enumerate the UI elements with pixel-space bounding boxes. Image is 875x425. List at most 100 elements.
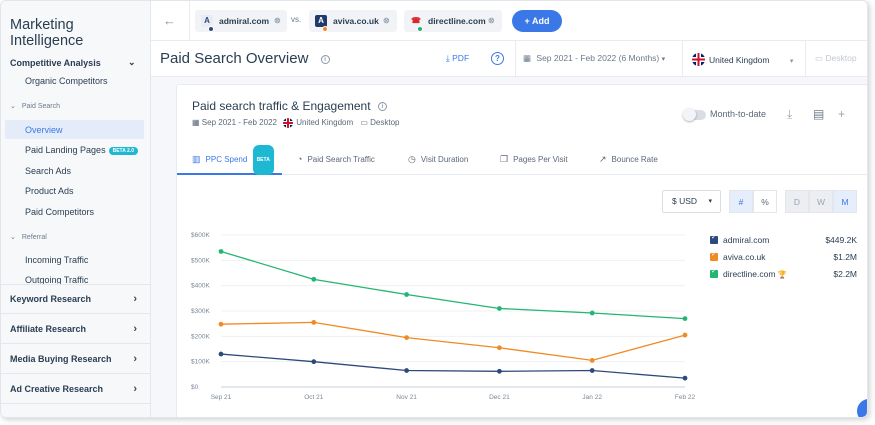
chat-launcher-button[interactable] xyxy=(857,399,867,417)
y-tick-label: $0 xyxy=(191,384,199,391)
sidebar-group-referral[interactable]: ⌄ Referral xyxy=(10,233,47,241)
count-toggle-button[interactable]: # xyxy=(729,190,753,213)
sidebar-item-organic-competitors[interactable]: Organic Competitors xyxy=(25,76,108,86)
data-point[interactable] xyxy=(404,292,409,297)
tab-ppc-spend[interactable]: ▥ PPC Spend BETA xyxy=(177,145,282,175)
legend-item-aviva[interactable]: aviva.co.uk xyxy=(710,250,766,262)
competitor-chip-directline[interactable]: ☎ directline.com ⊗ xyxy=(404,10,502,32)
legend-item-directline[interactable]: directline.com 🏆 xyxy=(710,267,788,279)
y-tick-label: $400K xyxy=(191,283,210,290)
beta-badge: BETA xyxy=(252,145,274,175)
trophy-icon: 🏆 xyxy=(777,270,788,279)
excel-icon[interactable]: ▤ xyxy=(813,107,825,121)
sidebar-item-paid-competitors[interactable]: Paid Competitors xyxy=(25,207,95,217)
remove-icon[interactable]: ⊗ xyxy=(488,16,495,25)
competitive-analysis-header[interactable]: Competitive Analysis ⌄ xyxy=(10,57,136,68)
data-point[interactable] xyxy=(404,335,409,340)
data-point[interactable] xyxy=(589,368,595,373)
plus-icon[interactable]: + xyxy=(838,107,846,121)
sidebar-item-product-ads[interactable]: Product Ads xyxy=(25,186,74,196)
tab-paid-search-traffic[interactable]: ◔ Paid Search Traffic xyxy=(297,145,375,175)
data-point[interactable] xyxy=(311,359,317,365)
data-point[interactable] xyxy=(497,368,502,374)
remove-icon[interactable]: ⊗ xyxy=(383,16,390,25)
data-point[interactable] xyxy=(218,351,224,357)
x-tick-label: Jan 22 xyxy=(582,394,602,401)
y-tick-label: $500K xyxy=(191,257,210,264)
month-to-date-toggle[interactable] xyxy=(683,108,706,121)
add-competitor-button[interactable]: + Add xyxy=(512,10,562,32)
pdf-button[interactable]: ⤓ PDF xyxy=(446,53,469,64)
data-point[interactable] xyxy=(682,332,688,338)
competitor-chip-aviva[interactable]: A aviva.co.uk ⊗ xyxy=(309,10,397,32)
tab-pages-per-visit[interactable]: ❐ Pages Per Visit xyxy=(500,145,568,175)
info-icon[interactable]: i xyxy=(320,54,330,64)
sidebar-item-paid-landing-pages[interactable]: Paid Landing Pages BETA 2.0 xyxy=(25,145,138,155)
divider xyxy=(682,41,683,77)
date-range-selector[interactable]: ▦ Sep 2021 - Feb 2022 (6 Months) ▾ xyxy=(523,53,665,64)
legend-item-admiral[interactable]: admiral.com xyxy=(710,233,770,245)
chart-bar-icon: ▥ xyxy=(192,154,201,164)
calendar-icon: ▦ xyxy=(523,53,532,63)
vs-label: vs. xyxy=(291,15,302,24)
active-item-highlight xyxy=(5,120,144,139)
data-point[interactable] xyxy=(218,249,224,254)
divider xyxy=(515,41,516,77)
data-point[interactable] xyxy=(589,358,595,363)
series-line-aviva-co-uk xyxy=(220,321,686,362)
back-arrow-icon[interactable]: ← xyxy=(163,13,176,28)
card-date: Sep 2021 - Feb 2022 xyxy=(201,118,277,127)
x-tick-label: Oct 21 xyxy=(304,394,324,401)
data-point[interactable] xyxy=(682,375,688,381)
section-label: Affiliate Research xyxy=(10,324,87,334)
sidebar-section-ad-creative-research[interactable]: Ad Creative Research › xyxy=(1,374,151,404)
sidebar-group-paid-search[interactable]: ⌄ Paid Search xyxy=(10,102,60,110)
info-icon[interactable]: i xyxy=(377,102,387,112)
data-point[interactable] xyxy=(497,306,502,311)
sidebar-section-media-buying-research[interactable]: Media Buying Research › xyxy=(1,344,151,374)
device-selector[interactable]: ▭ Desktop xyxy=(815,53,857,64)
data-point[interactable] xyxy=(682,316,688,321)
data-point[interactable] xyxy=(404,368,409,373)
sidebar-item-outgoing-traffic[interactable]: Outgoing Traffic xyxy=(25,275,89,284)
tab-visit-duration[interactable]: ◷ Visit Duration xyxy=(408,145,468,175)
card-title-wrap: Paid search traffic & Engagement i xyxy=(192,99,387,113)
granularity-day-button[interactable]: D xyxy=(785,190,809,213)
currency-select[interactable]: $ USD ▾ xyxy=(662,190,721,213)
data-point[interactable] xyxy=(589,310,595,316)
data-point[interactable] xyxy=(218,321,224,327)
competitive-analysis-label: Competitive Analysis xyxy=(10,58,101,68)
download-icon: ⤓ xyxy=(446,53,450,63)
pdf-label: PDF xyxy=(452,53,470,63)
data-point[interactable] xyxy=(311,276,317,282)
beta-badge: BETA 2.0 xyxy=(108,147,138,155)
tab-label: Pages Per Visit xyxy=(513,155,568,164)
country-selector[interactable]: United Kingdom ▾ xyxy=(692,53,793,66)
legend-value: $449.2K xyxy=(825,235,857,245)
data-point[interactable] xyxy=(497,345,502,351)
data-point[interactable] xyxy=(311,320,317,325)
tab-label: PPC Spend xyxy=(205,155,248,164)
card-country: United Kingdom xyxy=(296,118,354,127)
series-color-dot xyxy=(417,26,423,32)
granularity-week-button[interactable]: W xyxy=(809,190,833,213)
sidebar-section-affiliate-research[interactable]: Affiliate Research › xyxy=(1,314,151,344)
remove-icon[interactable]: ⊗ xyxy=(274,16,281,25)
sidebar-item-incoming-traffic[interactable]: Incoming Traffic xyxy=(25,255,89,265)
sidebar-item-overview[interactable]: Overview xyxy=(25,125,63,135)
sidebar-group-label: Paid Search xyxy=(21,103,61,110)
legend-label: aviva.co.uk xyxy=(723,252,766,262)
percent-toggle-button[interactable]: % xyxy=(753,190,777,213)
download-icon[interactable]: ⤓ xyxy=(787,107,793,121)
sidebar-item-search-ads[interactable]: Search Ads xyxy=(25,166,72,176)
card-title: Paid search traffic & Engagement xyxy=(192,99,371,113)
competitor-chip-admiral[interactable]: A admiral.com ⊗ xyxy=(195,10,287,32)
help-icon[interactable]: ? xyxy=(491,52,504,65)
granularity-toggle-group: D W M xyxy=(785,190,857,213)
caret-down-icon: ▾ xyxy=(789,58,794,65)
caret-down-icon: ▾ xyxy=(708,198,712,205)
tab-bounce-rate[interactable]: ↗ Bounce Rate xyxy=(599,145,658,175)
legend-label: admiral.com xyxy=(723,235,770,245)
granularity-month-button[interactable]: M xyxy=(833,190,857,213)
sidebar-section-keyword-research[interactable]: Keyword Research › xyxy=(1,284,151,314)
